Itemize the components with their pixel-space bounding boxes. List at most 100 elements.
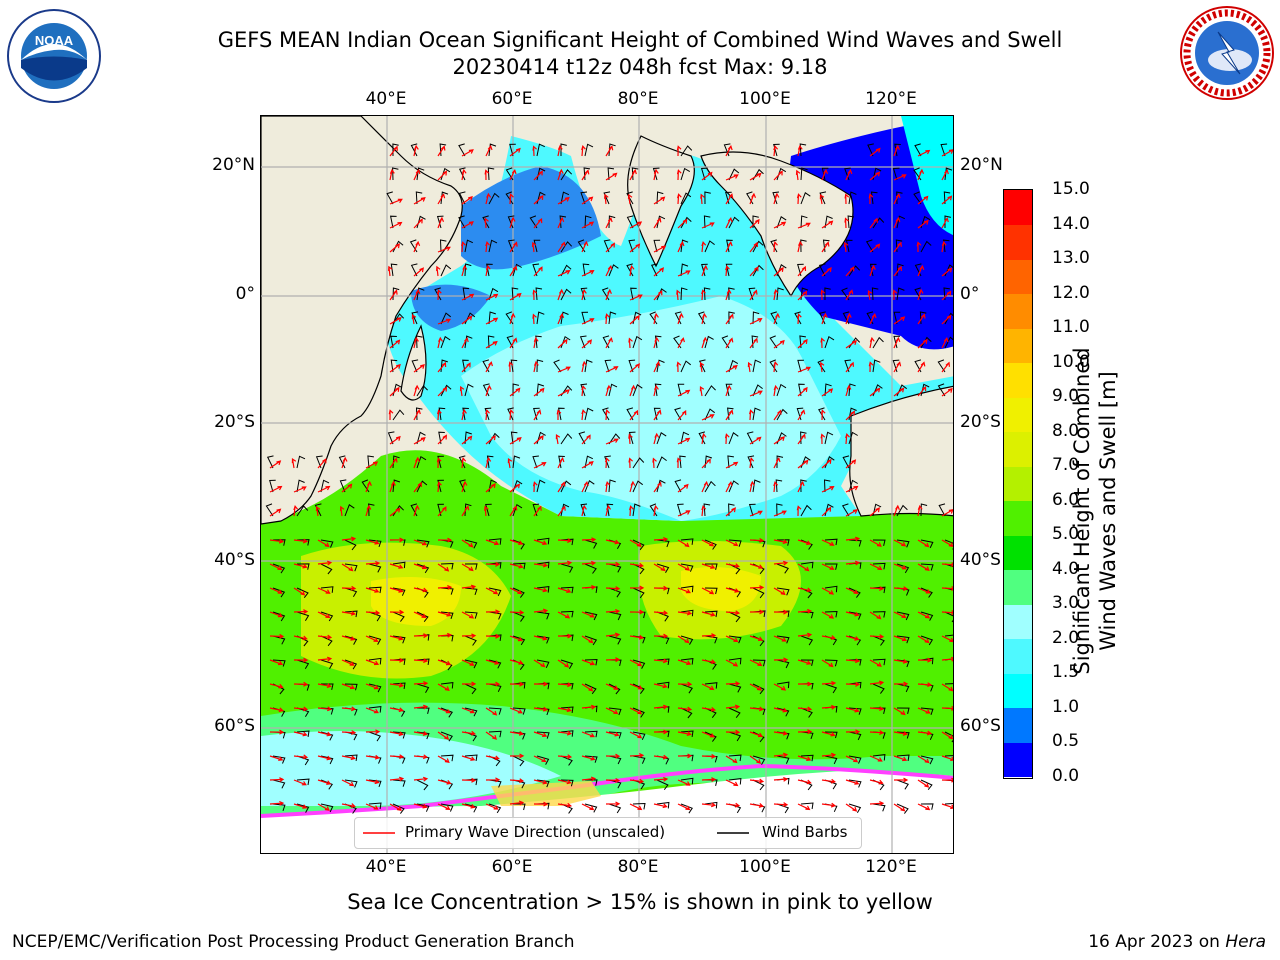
wind-barb: [944, 312, 953, 325]
wind-barb: [704, 682, 718, 689]
wave-arrow: [749, 706, 765, 712]
wave-arrow: [869, 264, 876, 277]
wave-arrow: [725, 681, 741, 687]
wave-arrow: [533, 336, 539, 349]
wave-arrow: [269, 508, 282, 517]
wind-barb: [368, 779, 382, 788]
wave-arrow: [845, 707, 860, 713]
wave-arrow: [893, 707, 906, 716]
wind-barb: [824, 538, 838, 546]
wave-arrow: [677, 193, 682, 205]
wind-barb: [824, 755, 838, 765]
colorbar-tick-label: 4.0: [1052, 558, 1080, 579]
wave-arrow: [485, 707, 498, 716]
wind-barb: [416, 539, 430, 548]
wave-arrow: [317, 611, 331, 619]
wave-arrow: [341, 730, 357, 735]
wave-arrow: [485, 482, 496, 493]
wave-arrow: [749, 241, 758, 253]
wind-barb: [943, 239, 950, 253]
wave-arrow: [485, 561, 501, 567]
wave-arrow: [797, 433, 806, 445]
wind-barb: [847, 215, 855, 229]
wind-barb: [415, 407, 423, 421]
wave-arrow: [293, 486, 307, 493]
wind-barb: [602, 407, 610, 421]
wind-barb: [464, 803, 478, 813]
wave-arrow: [747, 361, 753, 373]
wind-barb: [535, 287, 543, 301]
wave-arrow: [845, 340, 857, 349]
wave-arrow: [389, 537, 405, 543]
wave-arrow: [532, 289, 538, 301]
wind-barb: [272, 563, 286, 574]
wind-barb: [680, 609, 694, 617]
wind-barb: [415, 191, 423, 205]
wave-arrow: [485, 755, 500, 761]
wave-arrow: [869, 507, 880, 517]
wave-arrow: [269, 659, 284, 666]
wind-barb: [848, 659, 862, 666]
wave-arrow: [389, 754, 405, 760]
wind-barb: [937, 383, 946, 397]
wave-arrow: [557, 168, 564, 181]
wave-arrow: [845, 755, 859, 763]
wave-arrow: [917, 539, 930, 548]
wind-barb: [608, 707, 622, 716]
wave-arrow: [653, 704, 669, 710]
wave-arrow: [509, 216, 516, 229]
wind-barb: [320, 611, 334, 622]
wind-barb: [510, 359, 518, 373]
wave-arrow: [605, 366, 619, 373]
wind-barb: [894, 143, 901, 157]
wave-arrow: [749, 172, 762, 181]
wave-arrow: [605, 337, 613, 349]
wave-arrow: [533, 387, 545, 397]
wind-barb: [367, 455, 374, 469]
wind-barb: [776, 408, 788, 421]
wind-barb: [776, 803, 790, 814]
wave-arrow: [821, 506, 832, 517]
wave-arrow: [293, 657, 309, 663]
wind-barb: [368, 503, 375, 517]
wave-arrow: [893, 539, 907, 547]
wave-arrow: [629, 562, 645, 568]
wave-arrow: [749, 192, 757, 205]
wave-arrow: [557, 587, 572, 593]
wind-barb: [392, 779, 406, 787]
wind-barb: [752, 264, 764, 277]
wind-barb: [272, 539, 286, 546]
wave-arrow: [773, 221, 787, 229]
wind-barb: [608, 755, 622, 765]
wind-barb: [584, 563, 597, 574]
wave-arrow: [317, 683, 332, 688]
wave-arrow: [485, 192, 492, 205]
wave-arrow: [797, 539, 812, 545]
wave-arrow: [317, 779, 332, 785]
wave-arrow: [509, 731, 525, 736]
wind-barb: [872, 539, 886, 547]
wave-arrow: [389, 587, 404, 593]
wave-arrow: [773, 609, 789, 615]
wave-arrow: [917, 587, 931, 594]
wave-arrow: [509, 241, 518, 253]
wind-barb: [704, 408, 716, 421]
wind-barb: [728, 635, 742, 644]
wind-barb: [656, 456, 667, 469]
wave-arrow: [773, 339, 785, 349]
wind-barb: [386, 191, 394, 205]
wind-barb: [416, 385, 428, 397]
wave-arrow: [557, 389, 570, 397]
wave-arrow: [628, 433, 633, 445]
lon-tick-bottom: 120°E: [865, 857, 917, 877]
wind-barb: [488, 432, 500, 445]
wave-arrow: [749, 318, 763, 325]
wave-arrow: [533, 505, 542, 517]
wave-arrow: [389, 776, 405, 782]
wave-arrow: [413, 384, 420, 397]
wind-barb: [823, 479, 831, 493]
wind-barb: [848, 779, 862, 788]
wind-barb: [437, 479, 444, 493]
wind-barb: [462, 407, 469, 421]
wave-arrow: [941, 387, 953, 397]
